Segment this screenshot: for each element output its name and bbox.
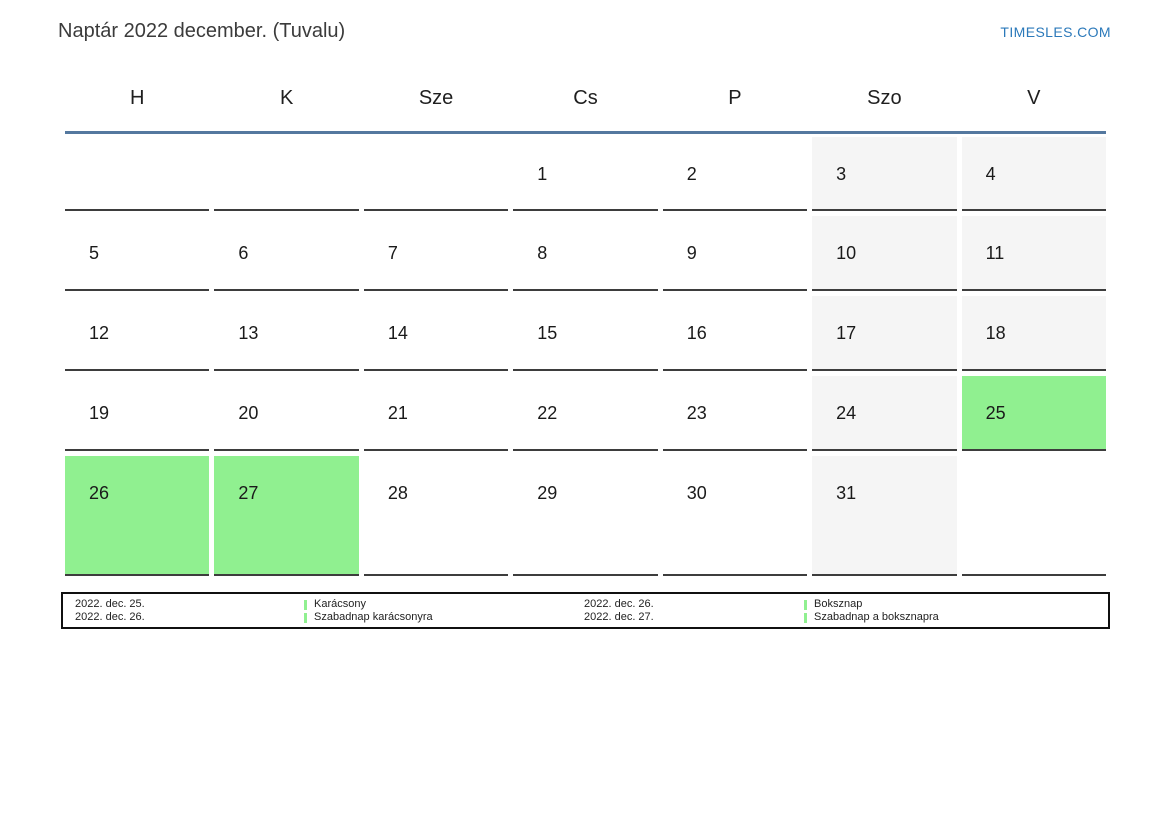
day-number: 28 <box>387 483 408 503</box>
day-header-wednesday: Sze <box>418 87 454 109</box>
legend-label: Karácsony <box>304 598 433 611</box>
calendar-cell-19: 19 <box>65 376 210 451</box>
day-number: 2 <box>686 164 697 184</box>
calendar-cell-8: 8 <box>513 216 658 291</box>
legend-label-text: Szabadnap karácsonyra <box>314 611 433 623</box>
day-number: 25 <box>985 403 1006 423</box>
legend-label-text: Karácsony <box>314 598 366 610</box>
calendar-cell-10: 10 <box>812 216 957 291</box>
day-number: 30 <box>686 483 707 503</box>
day-number: 23 <box>686 403 707 423</box>
legend-date: 2022. dec. 26. <box>75 611 145 623</box>
calendar-cell-31: 31 <box>812 456 957 576</box>
calendar-grid: 1 2 3 4 5 6 7 8 9 10 11 12 13 14 15 16 17 18 19 20 21 22 23 24 2… <box>65 137 1106 576</box>
calendar-cell-25: 25 <box>961 376 1106 451</box>
calendar-cell-27: 27 <box>214 456 359 576</box>
legend-dates-group-1: 2022. dec. 25. 2022. dec. 26. <box>75 598 145 624</box>
calendar-cell-30: 30 <box>662 456 808 576</box>
calendar-cell-15: 15 <box>513 296 658 371</box>
legend-box: 2022. dec. 25. 2022. dec. 26. Karácsony … <box>61 592 1110 629</box>
calendar-cell-23: 23 <box>662 376 808 451</box>
day-number: 29 <box>537 483 558 503</box>
day-number: 12 <box>89 323 110 343</box>
day-number: 13 <box>238 323 259 343</box>
calendar-cell-22: 22 <box>513 376 658 451</box>
day-number: 14 <box>387 323 408 343</box>
site-link[interactable]: TIMESLES.COM <box>1000 24 1111 40</box>
legend-label: Szabadnap a boksznapra <box>804 611 939 624</box>
day-number: 17 <box>836 323 857 343</box>
legend-dates-group-2: 2022. dec. 26. 2022. dec. 27. <box>584 598 654 624</box>
day-number: 10 <box>836 243 857 263</box>
day-number: 18 <box>985 323 1006 343</box>
day-number: 4 <box>985 164 996 184</box>
calendar-cell-14: 14 <box>363 296 509 371</box>
day-header-tuesday: K <box>279 87 294 109</box>
calendar-cell-empty <box>961 456 1106 576</box>
day-header-saturday: Szo <box>867 87 902 109</box>
calendar-cell-18: 18 <box>961 296 1106 371</box>
calendar-cell-16: 16 <box>662 296 808 371</box>
day-number: 9 <box>686 243 697 263</box>
legend-label: Boksznap <box>804 598 939 611</box>
day-number: 16 <box>686 323 707 343</box>
calendar-cell-26: 26 <box>65 456 210 576</box>
legend-date: 2022. dec. 25. <box>75 598 145 610</box>
calendar-cell-17: 17 <box>812 296 957 371</box>
day-number: 11 <box>985 243 1005 263</box>
legend-date: 2022. dec. 26. <box>584 598 654 610</box>
calendar-cell-13: 13 <box>214 296 359 371</box>
day-number: 1 <box>537 164 548 184</box>
holiday-marker-icon <box>304 612 307 623</box>
holiday-marker-icon <box>804 599 807 610</box>
day-header-row: H K Sze Cs P Szo V <box>65 87 1106 110</box>
holiday-marker-icon <box>304 599 307 610</box>
day-number: 7 <box>387 243 398 263</box>
calendar-cell-7: 7 <box>363 216 509 291</box>
calendar-cell-2: 2 <box>662 137 808 211</box>
page-title: Naptár 2022 december. (Tuvalu) <box>58 20 346 42</box>
calendar-cell-24: 24 <box>812 376 957 451</box>
legend-labels-group-1: Karácsony Szabadnap karácsonyra <box>304 598 433 624</box>
header-underline <box>65 131 1106 134</box>
calendar-cell-4: 4 <box>961 137 1106 211</box>
calendar-cell-11: 11 <box>961 216 1106 291</box>
calendar-cell-20: 20 <box>214 376 359 451</box>
calendar-cell-21: 21 <box>363 376 509 451</box>
calendar-cell-6: 6 <box>214 216 359 291</box>
calendar-cell-5: 5 <box>65 216 210 291</box>
legend-date: 2022. dec. 27. <box>584 611 654 623</box>
day-number: 22 <box>537 403 558 423</box>
day-number: 5 <box>89 243 100 263</box>
calendar-cell-empty <box>363 137 509 211</box>
legend-label-text: Boksznap <box>814 598 863 610</box>
calendar-cell-empty <box>214 137 359 211</box>
calendar-cell-28: 28 <box>363 456 509 576</box>
day-number: 15 <box>537 323 558 343</box>
legend-labels-group-2: Boksznap Szabadnap a boksznapra <box>804 598 939 624</box>
day-header-thursday: Cs <box>573 87 598 109</box>
calendar-cell-empty <box>65 137 210 211</box>
day-number: 6 <box>238 243 249 263</box>
day-number: 27 <box>238 483 259 503</box>
calendar-cell-12: 12 <box>65 296 210 371</box>
calendar-cell-9: 9 <box>662 216 808 291</box>
calendar-cell-3: 3 <box>812 137 957 211</box>
day-number: 24 <box>836 403 857 423</box>
day-header-sunday: V <box>1027 87 1041 109</box>
day-number: 26 <box>89 483 110 503</box>
holiday-marker-icon <box>804 612 807 623</box>
day-number: 20 <box>238 403 259 423</box>
legend-label: Szabadnap karácsonyra <box>304 611 433 624</box>
day-number: 19 <box>89 403 110 423</box>
legend-label-text: Szabadnap a boksznapra <box>814 611 939 623</box>
day-number: 31 <box>836 483 857 503</box>
day-number: 21 <box>387 403 408 423</box>
calendar-cell-1: 1 <box>513 137 658 211</box>
calendar-cell-29: 29 <box>513 456 658 576</box>
day-header-friday: P <box>728 87 742 109</box>
day-number: 8 <box>537 243 548 263</box>
day-header-monday: H <box>129 87 145 109</box>
day-number: 3 <box>836 164 847 184</box>
